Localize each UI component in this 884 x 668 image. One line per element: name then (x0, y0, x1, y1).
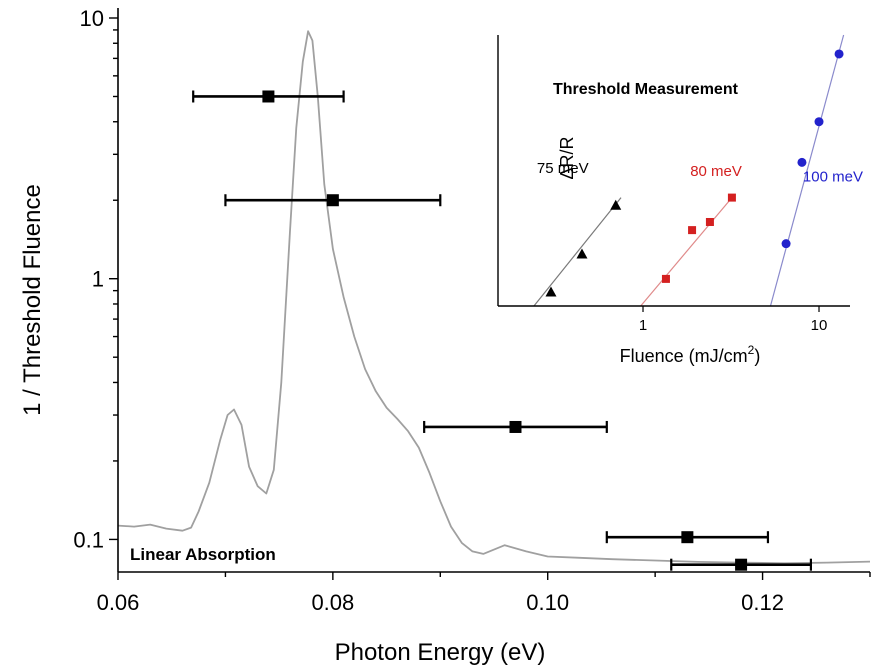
square-marker (688, 226, 697, 235)
x-tick-label: 0.08 (311, 590, 354, 615)
inset-x-tick-label: 10 (811, 317, 828, 334)
fit-line-2 (640, 194, 735, 307)
inset-axes: 1 10 (497, 35, 850, 334)
threshold-point-5 (670, 558, 813, 571)
threshold-points-layer (192, 90, 813, 571)
threshold-point-4 (605, 531, 770, 544)
y-tick-label: 1 (92, 267, 104, 292)
y-tick-label: 10 (80, 6, 104, 31)
inset-fit-lines (533, 34, 845, 307)
triangle-marker (576, 248, 588, 259)
linear-absorption-label: Linear Absorption (130, 545, 276, 564)
square-marker (735, 558, 748, 571)
circle-marker (834, 49, 844, 59)
y-axis-label: 1 / Threshold Fluence (19, 184, 46, 416)
inset-plot: 75 meV 80 meV 100 meV 1 10 Threshold Measur… (488, 30, 868, 366)
x-tick-label: 0.12 (741, 590, 784, 615)
threshold-point-1 (192, 90, 345, 103)
x-axis-label: Photon Energy (eV) (335, 639, 546, 666)
series-label-3: 100 meV (803, 168, 863, 185)
x-tick-label: 0.06 (97, 590, 140, 615)
series-label-2: 80 meV (690, 163, 742, 180)
threshold-point-2 (224, 194, 442, 207)
y-tick-label: 0.1 (73, 527, 104, 552)
fit-line-1 (533, 197, 622, 307)
inset-background (488, 30, 868, 350)
absorption-curve (117, 30, 871, 565)
fit-line-3 (769, 34, 845, 307)
main-axes: 0.06 0.08 0.10 0.12 0.1 1 10 (73, 6, 871, 615)
square-marker (326, 194, 339, 207)
inset-x-axis-label-close: ) (754, 346, 760, 366)
triangle-marker (545, 286, 557, 297)
triangle-marker (610, 199, 622, 210)
circle-marker (781, 239, 791, 249)
x-tick-label: 0.10 (526, 590, 569, 615)
inset-title: Threshold Measurement (553, 81, 739, 98)
inset-x-axis-label-main: Fluence (mJ/cm (620, 346, 748, 366)
inset-y-axis-label: ΔR/R (557, 136, 577, 179)
square-marker (705, 217, 714, 226)
circle-marker (814, 117, 824, 127)
square-marker (262, 90, 275, 103)
inset-points: 75 meV 80 meV 100 meV (537, 49, 863, 297)
inset-x-tick-label: 1 (639, 317, 647, 334)
square-marker (727, 193, 736, 202)
main-plot: 0.06 0.08 0.10 0.12 0.1 1 10 Linear Absorption… (19, 6, 871, 666)
inset-x-axis-label-sup: 2 (748, 343, 755, 357)
square-marker (681, 531, 694, 544)
square-marker (509, 420, 522, 433)
square-marker (661, 274, 670, 283)
inset-x-axis-label: Fluence (mJ/cm2) (620, 343, 761, 366)
absorption-curve-layer (117, 30, 871, 565)
series-label-1: 75 meV (537, 160, 589, 177)
circle-marker (797, 157, 807, 167)
threshold-point-3 (423, 420, 608, 433)
